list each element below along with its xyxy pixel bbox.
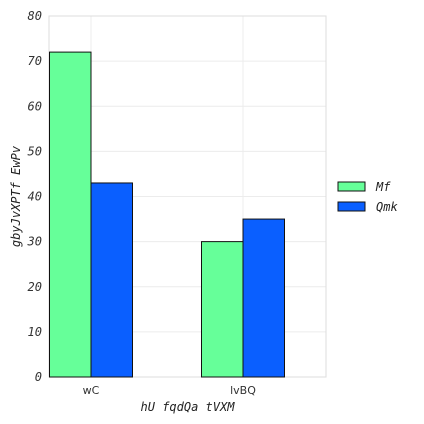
bar-qmk-lvbq [242,218,285,378]
bars [49,51,285,378]
y-tick-label: 80 [28,9,42,23]
y-tick-label: 40 [28,190,42,204]
y-tick-label: 10 [28,325,42,339]
legend-label-qmk: Qmk [376,200,398,214]
x-tick-label: wC [83,384,100,397]
y-tick-label: 60 [28,99,42,113]
y-axis-label: gbyJvXPTf EwPv [9,145,23,247]
y-tick-label: 50 [28,144,42,158]
y-tick-labels: 0 10 20 30 40 50 60 70 80 [27,9,42,384]
x-axis-label: hU fqdQa tVXM [141,400,236,414]
legend-swatch-mf [337,181,366,192]
bar-mf-lvbq [201,241,244,378]
y-tick-label: 20 [28,280,42,294]
y-tick-label: 30 [27,235,42,249]
x-tick-label: lvBQ [230,384,256,397]
legend: Mf Qmk [337,180,398,214]
x-tick-labels: wC lvBQ [83,384,257,397]
legend-swatch-qmk [337,201,366,212]
bar-mf-wc [49,51,92,378]
bar-qmk-wc [90,182,133,378]
y-tick-label: 0 [35,370,42,384]
y-tick-label: 70 [28,54,42,68]
legend-label-mf: Mf [375,180,391,194]
